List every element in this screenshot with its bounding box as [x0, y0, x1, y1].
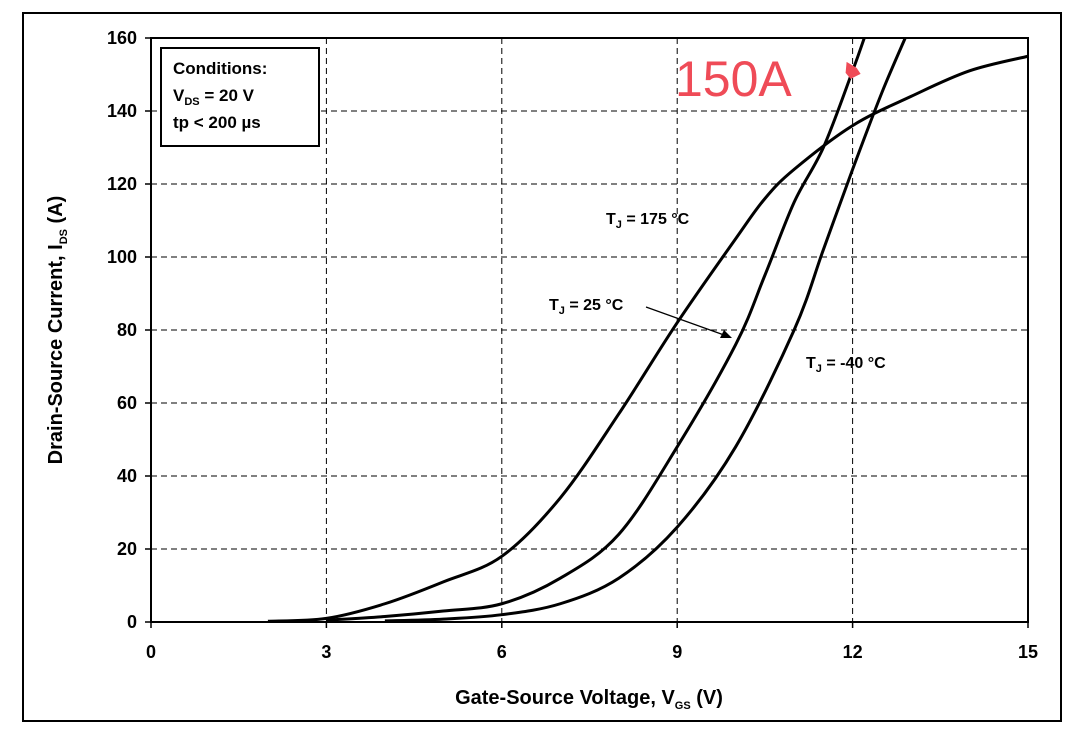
y-axis-title: Drain-Source Current, IDS (A) [45, 196, 70, 465]
conditions-title: Conditions: [173, 59, 267, 78]
y-tick-label: 60 [117, 393, 137, 413]
x-tick-label: 12 [843, 642, 863, 662]
y-tick-label: 20 [117, 539, 137, 559]
x-tick-label: 9 [672, 642, 682, 662]
y-tick-label: 120 [107, 174, 137, 194]
x-axis-title: Gate-Source Voltage, VGS (V) [455, 687, 723, 712]
chart-frame: 0 3 6 9 12 15 0 20 40 60 80 100 120 140 160 Conditions… [22, 12, 1062, 722]
x-tick-label: 15 [1018, 642, 1038, 662]
y-tick-label: 160 [107, 28, 137, 48]
x-tick-label: 6 [497, 642, 507, 662]
y-tick-label: 80 [117, 320, 137, 340]
y-tick-label: 40 [117, 466, 137, 486]
curve-tj-175c [267, 54, 1029, 623]
label-25c-arrow [645, 306, 732, 338]
plot-area [150, 37, 1029, 623]
y-tick-label: 0 [127, 612, 137, 632]
conditions-box: Conditions: VDS = 20 V tp < 200 µs [160, 47, 320, 147]
y-tick-label: 140 [107, 101, 137, 121]
label-25c: TJ = 25 °C [549, 297, 624, 317]
label-minus40c: TJ = -40 °C [806, 355, 886, 375]
annotation-marker [845, 61, 861, 79]
conditions-vds: VDS = 20 V [173, 86, 255, 108]
curve-tj-25c [326, 37, 866, 622]
chart-svg: 0 3 6 9 12 15 0 20 40 60 80 100 120 140 160 Conditions… [45, 28, 1038, 712]
tick-labels: 0 3 6 9 12 15 0 20 40 60 80 100 120 140 160 [107, 28, 1038, 662]
x-tick-label: 0 [146, 642, 156, 662]
y-tick-label: 100 [107, 247, 137, 267]
annotation-150a: 150A [675, 51, 792, 107]
curve-tj-minus40c [384, 37, 907, 623]
label-175c: TJ = 175 °C [606, 211, 690, 231]
curves [267, 37, 1029, 623]
x-tick-label: 3 [321, 642, 331, 662]
conditions-tp: tp < 200 µs [173, 113, 261, 132]
